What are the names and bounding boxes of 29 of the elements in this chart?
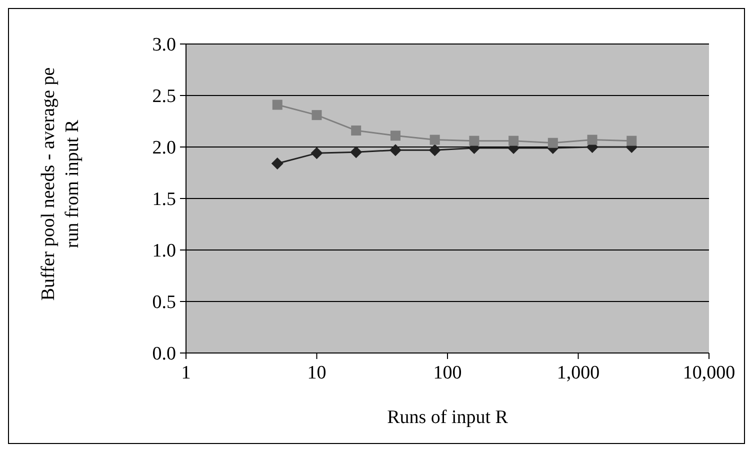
point: [508, 136, 519, 146]
y-tick-label: 2.5: [152, 86, 176, 108]
x-tick-label: 100: [433, 362, 462, 384]
x-tick-label: 10: [307, 362, 326, 384]
point: [350, 146, 362, 158]
point: [469, 136, 480, 146]
y-axis-title: Buffer pool needs - average pe run from input R: [38, 67, 83, 301]
x-axis-title: Runs of input R: [387, 407, 508, 428]
point: [587, 134, 598, 145]
point: [312, 110, 322, 120]
x-tick-label: 1: [181, 362, 191, 384]
point: [351, 126, 362, 136]
y-tick-label: 2.0: [152, 138, 176, 159]
y-tick-label: 3.0: [152, 34, 176, 56]
point: [390, 130, 400, 141]
y-tick-label: 1.0: [152, 240, 176, 262]
point: [626, 136, 637, 146]
point: [430, 134, 440, 145]
x-tick-label: 1,000: [556, 362, 600, 384]
point: [310, 147, 323, 160]
x-tick-label: 10,000: [682, 362, 736, 384]
point: [548, 138, 558, 148]
point: [389, 144, 402, 156]
point: [428, 144, 441, 156]
point: [271, 157, 284, 170]
y-tick-label: 0.5: [152, 292, 176, 314]
point: [272, 100, 282, 110]
y-tick-label: 1.5: [152, 189, 176, 210]
y-tick-label: 0.0: [152, 344, 176, 365]
